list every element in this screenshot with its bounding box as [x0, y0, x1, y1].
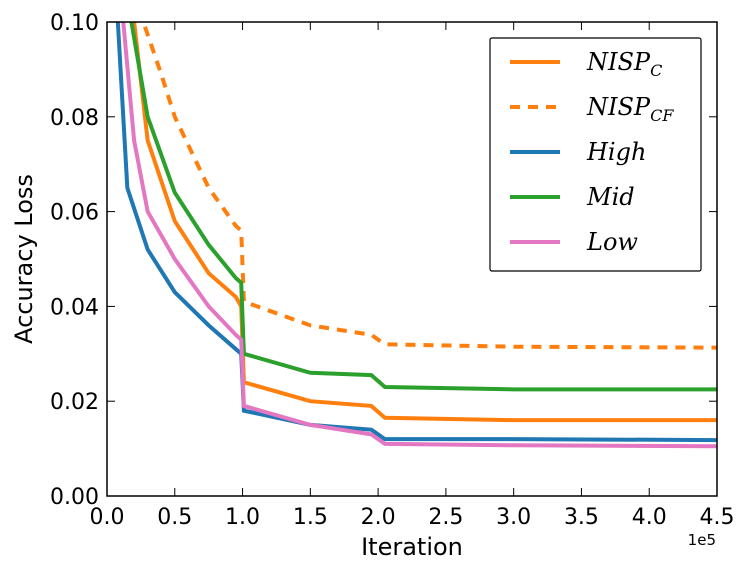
x-tick-label: 3.5: [564, 505, 599, 530]
legend-name: Mid: [586, 183, 635, 211]
line: [129, 22, 717, 392]
x-tick-label: 3.0: [496, 505, 531, 530]
y-tick-label: 0.10: [50, 11, 99, 36]
legend-name: Low: [586, 228, 638, 256]
legend-name: NISP: [586, 93, 651, 121]
x-offset-label: 1e5: [688, 531, 716, 549]
x-tick-label: 1.0: [225, 505, 260, 530]
y-tick-label: 0.06: [50, 201, 99, 226]
legend-label: NISPC: [586, 48, 662, 80]
line: [121, 22, 717, 449]
legend-name: NISP: [586, 48, 651, 76]
y-tick-label: 0.08: [50, 106, 99, 131]
y-tick-label: 0.00: [50, 485, 99, 510]
legend-subscript: C: [650, 61, 662, 80]
plot-frame: [106, 21, 718, 497]
legend-box: [489, 37, 702, 272]
legend-name: High: [586, 138, 646, 166]
x-tick-label: 0.5: [157, 505, 192, 530]
x-axis-label: Iteration: [361, 533, 463, 561]
legend-label: Low: [586, 228, 638, 256]
y-tick-label: 0.02: [50, 390, 99, 415]
line: [143, 26, 717, 350]
x-tick-label: 2.0: [361, 505, 396, 530]
x-tick-label: 2.5: [428, 505, 463, 530]
y-axis-label: Accuracy Loss: [10, 174, 38, 344]
x-tick-label: 4.0: [632, 505, 667, 530]
plot-lines: [115, 22, 717, 449]
legend-label: High: [586, 138, 646, 166]
legend-label: Mid: [586, 183, 635, 211]
y-tick-label: 0.04: [50, 295, 99, 320]
x-tick-label: 4.5: [700, 505, 735, 530]
x-tick-label: 1.5: [293, 505, 328, 530]
x-tick-label: 0.0: [90, 505, 125, 530]
legend-label: NISPCF: [586, 93, 674, 125]
legend-subscript: CF: [650, 106, 674, 125]
